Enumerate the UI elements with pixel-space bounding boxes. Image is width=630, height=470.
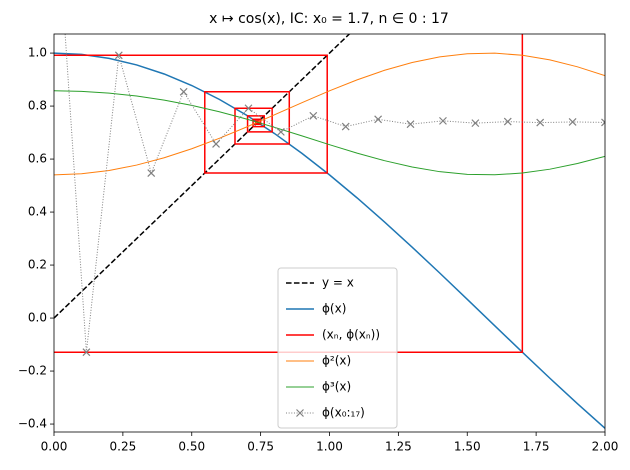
point-marker	[536, 118, 545, 127]
point-marker	[568, 118, 577, 126]
x-tick-label: 1.75	[523, 440, 550, 454]
legend-label: y = x	[322, 276, 354, 290]
point-marker	[439, 116, 447, 125]
point-marker	[276, 127, 285, 136]
point-marker	[82, 348, 91, 357]
series-line	[54, 52, 605, 429]
legend-label: ϕ³(x)	[322, 380, 351, 394]
plot-area	[54, 34, 605, 429]
y-tick-label: 0.4	[28, 205, 47, 219]
point-marker	[341, 122, 350, 131]
point-marker	[147, 169, 156, 177]
chart-title: x ↦ cos(x), IC: x₀ = 1.7, n ∈ 0 : 17	[209, 11, 449, 27]
y-tick-label: 0.6	[28, 152, 47, 166]
series-line	[54, 34, 524, 353]
y-tick-label: 0.0	[28, 311, 47, 325]
x-tick-label: 1.25	[385, 440, 412, 454]
legend-label: ϕ(x₀:₁₇)	[322, 406, 365, 420]
x-tick-label: 0.25	[110, 440, 137, 454]
point-marker	[406, 120, 415, 129]
legend-label: ϕ(x)	[322, 302, 346, 316]
point-marker	[179, 87, 188, 96]
point-marker	[114, 51, 123, 60]
x-tick-label: 2.00	[592, 440, 619, 454]
point-marker	[212, 140, 220, 148]
x-tick-label: 0.00	[41, 440, 68, 454]
x-tick-label: 0.75	[247, 440, 274, 454]
legend-marker	[296, 409, 304, 417]
legend: y = x ϕ(x) (xₙ, ϕ(xₙ)) ϕ²(x) ϕ³(x) ϕ(x₀:₁₇)	[277, 267, 398, 429]
x-tick-label: 1.00	[316, 440, 343, 454]
y-tick-label: 0.2	[28, 258, 47, 272]
point-marker	[374, 115, 383, 124]
point-marker	[244, 104, 253, 113]
point-marker	[471, 119, 480, 128]
x-tick-label: 1.50	[454, 440, 481, 454]
point-marker	[309, 111, 318, 120]
y-tick-label: −0.2	[18, 364, 47, 378]
y-tick-label: 0.8	[28, 99, 47, 113]
series-line	[54, 52, 605, 176]
legend-label: (xₙ, ϕ(xₙ))	[322, 328, 380, 342]
legend-box	[277, 267, 398, 429]
series-line	[54, 90, 605, 176]
y-tick-label: 1.0	[28, 46, 47, 60]
series-line	[54, 34, 351, 319]
legend-label: ϕ²(x)	[322, 354, 351, 368]
y-tick-label: −0.4	[18, 417, 47, 431]
x-tick-label: 0.50	[178, 440, 205, 454]
point-marker	[503, 117, 512, 126]
point-marker	[601, 118, 605, 127]
